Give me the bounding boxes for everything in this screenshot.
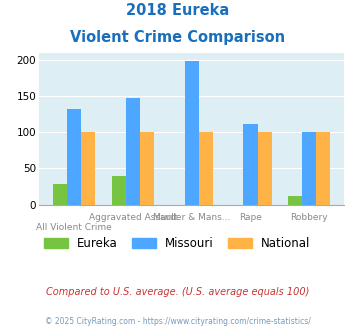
Bar (112, 176, 126, 205)
Bar (258, 132, 272, 205)
Text: Aggravated Assault: Aggravated Assault (89, 213, 177, 222)
Text: Robbery: Robbery (290, 213, 328, 222)
Bar (199, 132, 213, 205)
Text: Murder & Mans...: Murder & Mans... (153, 213, 230, 222)
Bar (185, 61, 199, 205)
Bar (53, 184, 67, 205)
Bar (288, 196, 302, 205)
Bar (140, 132, 154, 205)
Text: 2018 Eureka: 2018 Eureka (126, 3, 229, 18)
Bar (316, 132, 331, 205)
Text: Compared to U.S. average. (U.S. average equals 100): Compared to U.S. average. (U.S. average … (46, 287, 309, 297)
Text: Rape: Rape (239, 213, 262, 222)
Bar (126, 98, 140, 205)
Bar (244, 124, 258, 205)
Text: © 2025 CityRating.com - https://www.cityrating.com/crime-statistics/: © 2025 CityRating.com - https://www.city… (45, 317, 310, 326)
Text: Violent Crime Comparison: Violent Crime Comparison (70, 30, 285, 45)
Legend: Eureka, Missouri, National: Eureka, Missouri, National (40, 232, 315, 255)
Bar (67, 109, 81, 205)
Bar (302, 132, 316, 205)
Bar (81, 132, 95, 205)
Text: All Violent Crime: All Violent Crime (36, 223, 112, 232)
